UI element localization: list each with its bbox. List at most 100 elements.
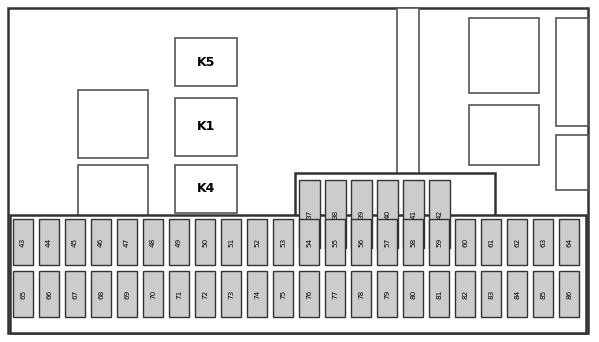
Bar	[325, 271, 345, 317]
Text: 66: 66	[46, 289, 52, 299]
Bar	[39, 219, 59, 265]
Text: 42: 42	[437, 209, 443, 219]
Text: 38: 38	[332, 209, 338, 219]
Bar	[481, 271, 501, 317]
Text: 67: 67	[72, 289, 78, 299]
Text: 85: 85	[540, 289, 546, 299]
Text: 40: 40	[385, 209, 391, 219]
Bar	[455, 219, 475, 265]
Text: 76: 76	[306, 289, 312, 299]
Text: 65: 65	[20, 289, 26, 299]
Text: 60: 60	[462, 237, 468, 247]
Bar	[299, 271, 319, 317]
Text: 52: 52	[254, 237, 260, 247]
Bar	[247, 219, 267, 265]
Bar	[143, 271, 163, 317]
Bar	[195, 219, 215, 265]
Bar	[143, 219, 163, 265]
Bar	[403, 271, 423, 317]
Text: 51: 51	[228, 237, 234, 247]
Text: 45: 45	[72, 237, 78, 247]
Text: 61: 61	[488, 237, 494, 247]
Text: 77: 77	[332, 289, 338, 299]
Bar	[533, 271, 553, 317]
Bar	[533, 219, 553, 265]
Text: 43: 43	[20, 237, 26, 247]
Bar	[221, 219, 241, 265]
Bar	[481, 219, 501, 265]
Bar	[325, 219, 345, 265]
Text: 64: 64	[566, 237, 572, 247]
Bar	[507, 219, 527, 265]
Text: 59: 59	[436, 237, 442, 247]
Text: 37: 37	[307, 209, 313, 219]
Text: K4: K4	[197, 183, 215, 196]
Bar	[351, 271, 371, 317]
Bar	[175, 165, 237, 213]
Bar	[13, 271, 33, 317]
Bar	[175, 38, 237, 86]
Bar	[556, 18, 588, 126]
Text: 58: 58	[410, 237, 416, 247]
Text: 81: 81	[436, 289, 442, 299]
Text: 84: 84	[514, 289, 520, 299]
Bar	[299, 180, 320, 248]
Text: K1: K1	[197, 120, 215, 133]
Bar	[368, 183, 448, 201]
Text: 39: 39	[358, 209, 365, 219]
Bar	[91, 219, 111, 265]
Bar	[273, 219, 293, 265]
Bar	[39, 271, 59, 317]
Text: 80: 80	[410, 289, 416, 299]
Bar	[469, 105, 539, 165]
Bar	[65, 219, 85, 265]
Bar	[351, 219, 371, 265]
Bar	[10, 215, 586, 333]
Text: K5: K5	[197, 55, 215, 68]
Bar	[507, 271, 527, 317]
Text: 68: 68	[98, 289, 104, 299]
Text: 74: 74	[254, 289, 260, 299]
Text: 69: 69	[124, 289, 130, 299]
Text: 50: 50	[202, 237, 208, 247]
Bar	[556, 135, 588, 190]
Text: 83: 83	[488, 289, 494, 299]
Bar	[429, 271, 449, 317]
Bar	[295, 173, 495, 260]
Bar	[455, 271, 475, 317]
Text: 46: 46	[98, 237, 104, 247]
Bar	[469, 18, 539, 93]
Bar	[397, 8, 419, 193]
Text: 70: 70	[150, 289, 156, 299]
Bar	[195, 271, 215, 317]
Bar	[175, 98, 237, 156]
Bar	[169, 219, 189, 265]
Bar	[377, 219, 397, 265]
Bar	[117, 271, 137, 317]
Bar	[429, 219, 449, 265]
Text: 53: 53	[280, 237, 286, 247]
Bar	[221, 271, 241, 317]
Bar	[351, 180, 372, 248]
Text: 48: 48	[150, 237, 156, 247]
Text: 47: 47	[124, 237, 130, 247]
Text: 79: 79	[384, 289, 390, 299]
Bar	[403, 219, 423, 265]
Text: 82: 82	[462, 289, 468, 299]
Text: 75: 75	[280, 289, 286, 299]
Text: 56: 56	[358, 237, 364, 247]
Bar	[299, 219, 319, 265]
Bar	[169, 271, 189, 317]
Bar	[559, 271, 579, 317]
Bar	[273, 271, 293, 317]
Text: 55: 55	[332, 237, 338, 247]
Text: 54: 54	[306, 237, 312, 247]
Bar	[559, 219, 579, 265]
Text: 44: 44	[46, 237, 52, 247]
Bar	[78, 90, 148, 158]
Bar	[403, 180, 424, 248]
Text: 71: 71	[176, 289, 182, 299]
Text: 72: 72	[202, 289, 208, 299]
Bar	[325, 180, 346, 248]
Bar	[78, 165, 148, 225]
